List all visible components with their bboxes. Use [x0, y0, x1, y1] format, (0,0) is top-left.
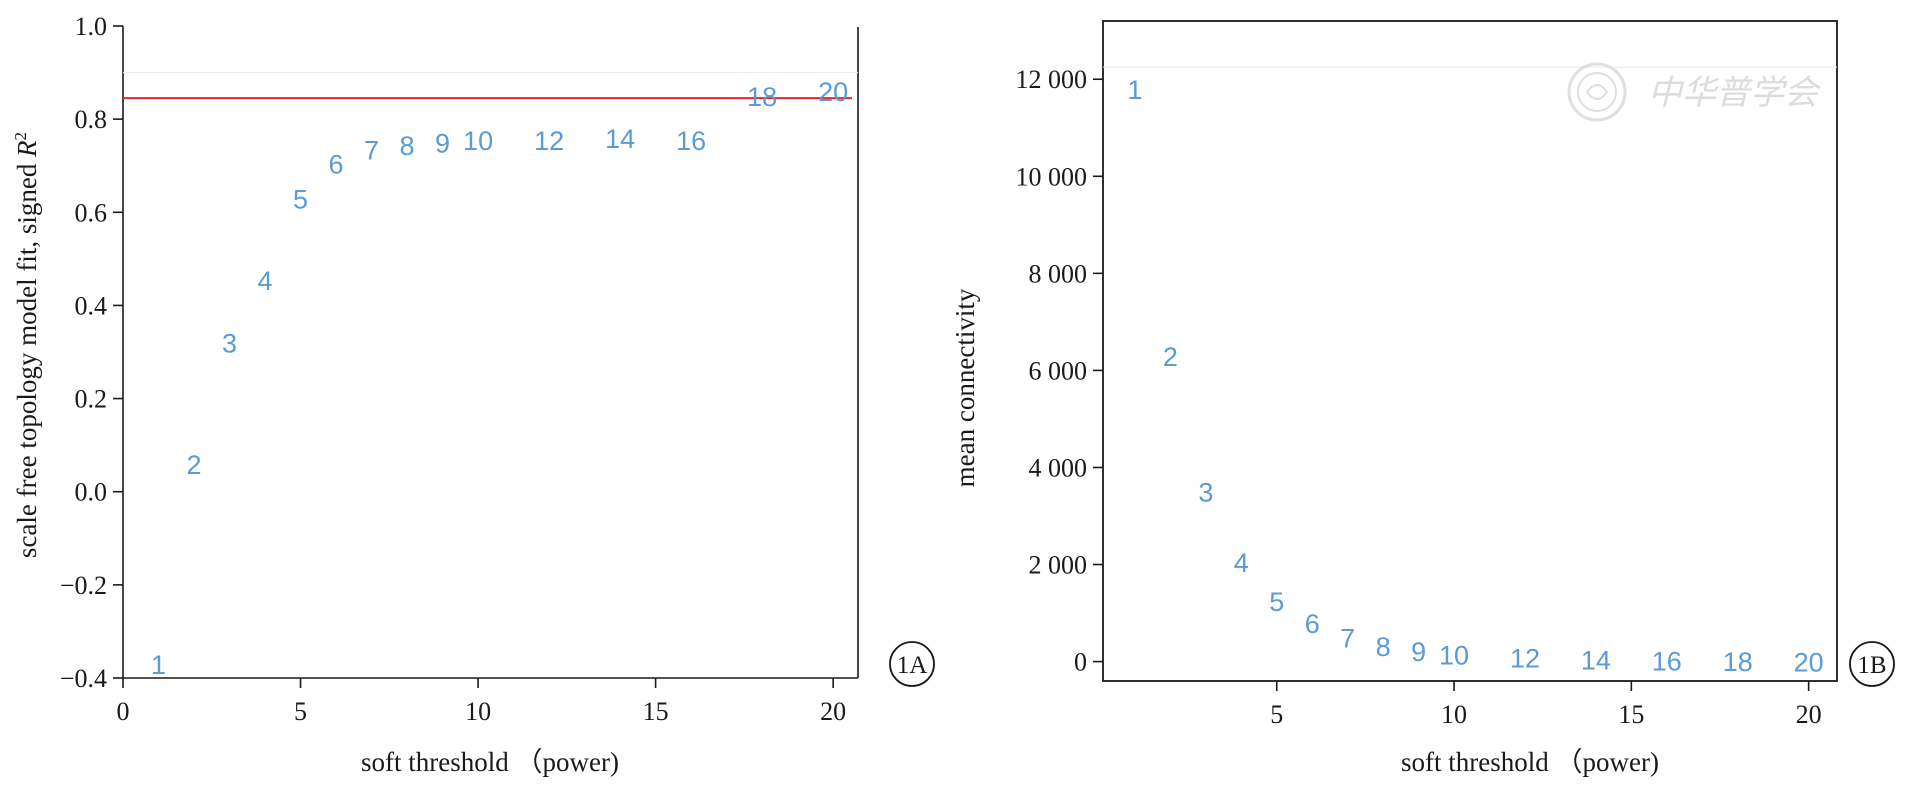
y-tick-label: 0.4: [75, 291, 108, 320]
point-label: 12: [1510, 644, 1540, 674]
plot-frame: [1102, 20, 1838, 682]
x-tick-label: 10: [465, 697, 491, 726]
point-label: 14: [605, 124, 635, 154]
x-tick-label: 0: [117, 697, 130, 726]
point-label: 9: [435, 128, 450, 158]
y-tick-label: 0.6: [75, 198, 108, 227]
x-tick-label: 5: [294, 697, 307, 726]
y-tick-label: 8 000: [1029, 259, 1088, 288]
x-tick-label: 15: [643, 697, 669, 726]
point-label: 8: [400, 131, 415, 161]
point-label: 8: [1376, 632, 1391, 662]
point-label: 4: [258, 266, 273, 296]
x-tick-label: 20: [1796, 700, 1822, 729]
point-label: 4: [1234, 548, 1249, 578]
point-label: 20: [1794, 647, 1824, 677]
y-tick-label: 0.8: [75, 105, 108, 134]
y-tick-label: 1.0: [75, 12, 108, 41]
chart-panel-a: −0.4−0.20.00.20.40.60.81.00 5 10 15 20 12345…: [11, 12, 935, 777]
point-label: 1: [151, 650, 166, 680]
panel-a-label: 1A: [897, 652, 928, 679]
y-tick-label: 0: [1074, 648, 1087, 677]
point-label: 7: [364, 135, 379, 165]
y-tick-label: 12 000: [1016, 65, 1088, 94]
panel-b-label: 1B: [1857, 652, 1886, 679]
x-tick-label: 10: [1441, 700, 1467, 729]
point-label: 18: [1723, 647, 1753, 677]
point-label: 18: [747, 82, 777, 112]
point-label: 5: [1269, 587, 1284, 617]
watermark-text: 中华普学会: [1648, 73, 1822, 113]
point-label: 3: [1198, 478, 1213, 508]
chart-a-y-axis-title-exp: 2: [11, 132, 30, 141]
panel-a-badge-circle: [889, 641, 935, 687]
point-label: 16: [1652, 647, 1682, 677]
point-label: 20: [818, 77, 848, 107]
seal-icon: [1567, 62, 1627, 122]
y-tick-label: 10 000: [1016, 162, 1088, 191]
panel-b-badge-circle: [1849, 641, 1895, 687]
x-tick-label: 20: [820, 697, 846, 726]
point-label: 10: [463, 126, 493, 156]
y-tick-label: 4 000: [1029, 453, 1088, 482]
point-label: 2: [1163, 342, 1178, 372]
panel-a-badge: 1A: [889, 641, 935, 687]
chart-b-axes: [1102, 20, 1838, 682]
point-label: 12: [534, 126, 564, 156]
chart-a-axes: [122, 26, 859, 679]
point-label: 7: [1340, 623, 1355, 653]
y-tick-label: −0.4: [60, 664, 107, 693]
x-tick-label: 5: [1270, 700, 1283, 729]
watermark: 中华普学会: [1567, 62, 1822, 122]
point-label: 3: [222, 329, 237, 359]
chart-a-y-axis-title-r: R: [12, 140, 42, 158]
chart-a-x-axis-title: soft threshold （power): [361, 747, 619, 777]
chart-b-x-axis-title: soft threshold （power): [1401, 747, 1659, 777]
point-label: 2: [186, 450, 201, 480]
point-label: 5: [293, 184, 308, 214]
point-label: 6: [1305, 609, 1320, 639]
x-tick-label: 15: [1618, 700, 1644, 729]
panel-b-badge: 1B: [1849, 641, 1895, 687]
y-tick-label: 0.0: [75, 478, 108, 507]
point-label: 9: [1411, 637, 1426, 667]
y-tick-label: 2 000: [1029, 551, 1088, 580]
y-tick-label: −0.2: [60, 571, 107, 600]
y-tick-label: 6 000: [1029, 356, 1088, 385]
chart-a-ticks: −0.4−0.20.00.20.40.60.81.00 5 10 15 20: [60, 12, 846, 726]
point-label: 10: [1439, 640, 1469, 670]
chart-a-y-axis-title-text: scale free topology model fit, signed: [12, 157, 42, 558]
point-label: 1: [1127, 75, 1142, 105]
point-label: 6: [329, 149, 344, 179]
chart-a-y-axis-title: scale free topology model fit, signed R2: [11, 132, 42, 558]
point-label: 14: [1581, 646, 1611, 676]
y-tick-label: 0.2: [75, 385, 108, 414]
chart-b-y-axis-title: mean connectivity: [950, 288, 980, 487]
point-label: 16: [676, 126, 706, 156]
